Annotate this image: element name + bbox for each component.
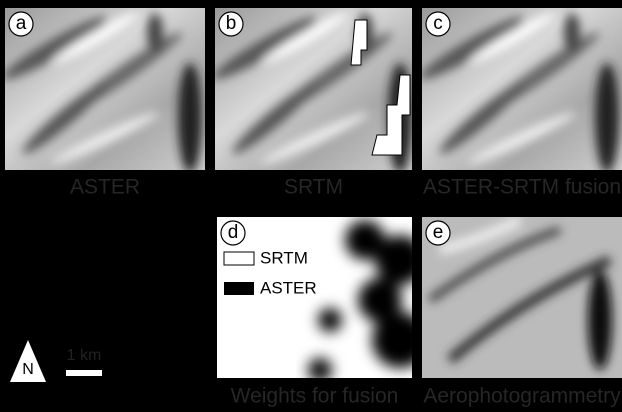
- scale-label: 1 km: [67, 347, 102, 364]
- panel-image: [422, 217, 622, 378]
- north-label: N: [22, 361, 34, 378]
- legend-swatch: [223, 251, 255, 266]
- legend-label: SRTM: [260, 248, 308, 267]
- panel-badge: [425, 220, 451, 246]
- legend-label: ASTER: [260, 278, 317, 297]
- panel-image: [0, 8, 205, 173]
- panel-badge: [425, 11, 451, 37]
- scale-bar: [66, 370, 102, 376]
- panel-caption: Aerophotogrammetry: [423, 385, 621, 408]
- panel-letter: b: [226, 13, 237, 34]
- panel-letter: d: [228, 222, 239, 243]
- panel-badge: [218, 11, 244, 37]
- panel-caption: Weights for fusion: [231, 385, 399, 408]
- panel-letter: a: [16, 13, 27, 34]
- north-arrow: [10, 340, 46, 382]
- panel-image: [209, 8, 415, 173]
- panel-badge: [220, 220, 246, 246]
- panel-image: [217, 217, 412, 378]
- panel-badge: [8, 11, 34, 37]
- panel-caption: SRTM: [284, 176, 343, 199]
- panel-caption: ASTER: [70, 176, 140, 199]
- panel-caption: ASTER-SRTM fusion: [423, 176, 621, 199]
- panel-letter: c: [433, 13, 443, 34]
- panel-letter: e: [433, 222, 444, 243]
- legend-swatch: [224, 282, 254, 295]
